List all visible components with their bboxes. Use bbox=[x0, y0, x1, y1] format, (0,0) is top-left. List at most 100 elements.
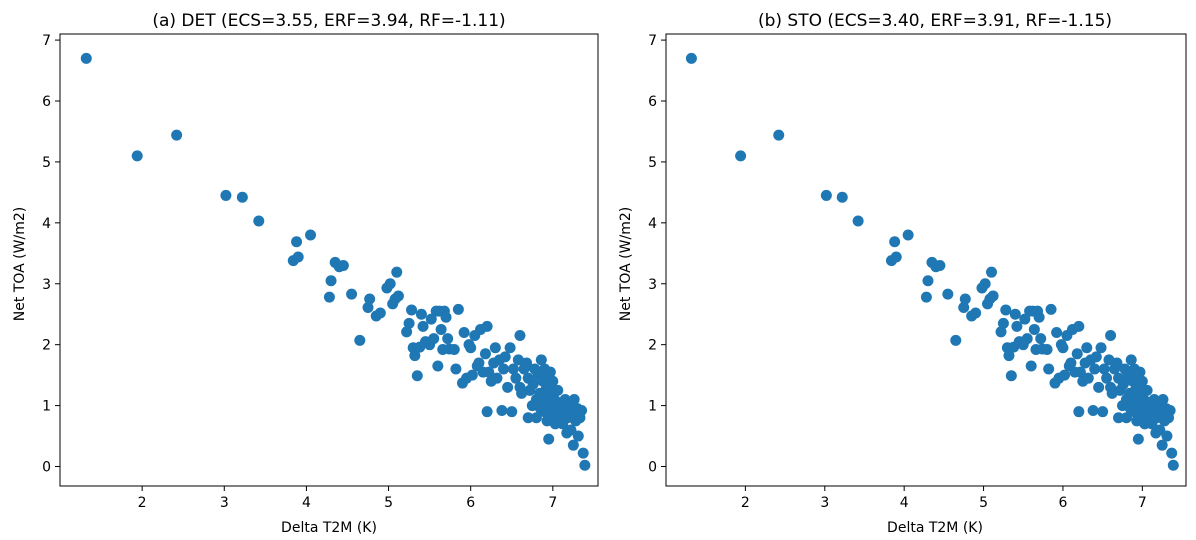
scatter-point bbox=[432, 360, 444, 372]
scatter-point bbox=[1082, 372, 1094, 384]
scatter-point bbox=[1041, 344, 1053, 356]
y-tick-label: 6 bbox=[42, 94, 51, 110]
scatter-point bbox=[997, 317, 1009, 329]
scatter-point bbox=[1035, 333, 1047, 345]
scatter-point bbox=[425, 313, 437, 325]
scatter-point bbox=[987, 290, 999, 302]
scatter-point bbox=[442, 333, 454, 345]
scatter-point bbox=[902, 229, 914, 241]
x-tick-label: 3 bbox=[220, 495, 229, 511]
x-tick-label: 5 bbox=[384, 495, 393, 511]
scatter-point bbox=[491, 372, 503, 384]
scatter-point bbox=[448, 344, 460, 356]
scatter-point bbox=[466, 369, 478, 381]
scatter-point bbox=[1132, 433, 1144, 445]
scatter-point bbox=[391, 266, 403, 278]
scatter-point bbox=[362, 302, 374, 314]
scatter-point bbox=[337, 259, 349, 271]
scatter-point bbox=[568, 393, 580, 405]
scatter-point bbox=[1164, 404, 1176, 416]
scatter-point bbox=[483, 366, 495, 378]
scatter-point bbox=[1071, 348, 1083, 360]
scatter-point bbox=[1081, 342, 1093, 354]
scatter-point bbox=[496, 404, 508, 416]
scatter-point bbox=[1097, 406, 1109, 418]
chart-panel-b: (b) STO (ECS=3.40, ERF=3.91, RF=-1.15) D… bbox=[618, 11, 1187, 536]
scatter-point bbox=[1051, 326, 1063, 338]
scatter-point bbox=[323, 291, 335, 303]
scatter-point bbox=[1167, 459, 1179, 471]
scatter-point bbox=[820, 189, 832, 201]
scatter-point bbox=[1073, 406, 1085, 418]
scatter-point bbox=[1101, 372, 1113, 384]
x-tick-label: 6 bbox=[466, 495, 475, 511]
scatter-point bbox=[950, 334, 962, 346]
x-tick-label: 5 bbox=[979, 495, 988, 511]
scatter-point bbox=[567, 439, 579, 451]
scatter-point bbox=[499, 351, 511, 363]
scatter-point bbox=[942, 288, 954, 300]
scatter-point bbox=[171, 129, 183, 141]
scatter-point bbox=[1065, 357, 1077, 369]
y-axis-label: Net TOA (W/m2) bbox=[12, 207, 28, 321]
scatter-point bbox=[80, 52, 92, 64]
scatter-point bbox=[1156, 439, 1168, 451]
scatter-point bbox=[1136, 375, 1148, 387]
scatter-point bbox=[1166, 447, 1178, 459]
scatter-point bbox=[579, 459, 591, 471]
scatter-point bbox=[1028, 323, 1040, 335]
scatter-point bbox=[1134, 366, 1146, 378]
scatter-point bbox=[504, 342, 516, 354]
scatter-point bbox=[428, 333, 440, 345]
y-tick-label: 5 bbox=[648, 155, 657, 171]
scatter-point bbox=[1033, 311, 1045, 323]
scatter-point bbox=[506, 406, 518, 418]
y-tick-group: 0 1 2 3 4 5 6 7 bbox=[42, 33, 60, 476]
scatter-point bbox=[934, 259, 946, 271]
y-tick-label: 2 bbox=[648, 338, 657, 354]
scatter-point bbox=[1141, 384, 1153, 396]
scatter-point bbox=[489, 342, 501, 354]
scatter-point bbox=[481, 406, 493, 418]
scatter-point bbox=[364, 293, 376, 305]
x-tick-group: 2 3 4 5 6 7 bbox=[138, 486, 557, 511]
scatter-point bbox=[403, 317, 415, 329]
scatter-point bbox=[565, 424, 577, 436]
scatter-point bbox=[514, 330, 526, 342]
scatter-point bbox=[735, 150, 747, 162]
y-tick-label: 2 bbox=[42, 338, 51, 354]
scatter-point bbox=[401, 326, 413, 338]
scatter-point bbox=[465, 342, 477, 354]
scatter-point bbox=[522, 412, 534, 424]
y-tick-group: 0 1 2 3 4 5 6 7 bbox=[648, 33, 666, 476]
scatter-point bbox=[685, 52, 697, 64]
scatter-point bbox=[473, 357, 485, 369]
scatter-points bbox=[685, 52, 1179, 471]
x-tick-group: 2 3 4 5 6 7 bbox=[741, 486, 1147, 511]
y-tick-label: 1 bbox=[42, 399, 51, 415]
y-tick-label: 7 bbox=[648, 33, 657, 49]
scatter-point bbox=[406, 304, 418, 316]
scatter-point bbox=[773, 129, 785, 141]
scatter-point bbox=[547, 375, 559, 387]
scatter-point bbox=[543, 433, 555, 445]
scatter-point bbox=[1057, 342, 1069, 354]
scatter-point bbox=[481, 320, 493, 332]
y-tick-label: 3 bbox=[42, 277, 51, 293]
y-tick-label: 6 bbox=[648, 94, 657, 110]
scatter-point bbox=[1113, 412, 1125, 424]
scatter-point bbox=[325, 275, 337, 287]
scatter-point bbox=[384, 278, 396, 290]
scatter-point bbox=[535, 354, 547, 366]
scatter-point bbox=[450, 363, 462, 375]
scatter-point bbox=[1005, 370, 1017, 382]
y-axis-label: Net TOA (W/m2) bbox=[618, 207, 634, 321]
scatter-point bbox=[1098, 363, 1110, 375]
scatter-point bbox=[544, 366, 556, 378]
scatter-point bbox=[521, 357, 533, 369]
scatter-point bbox=[291, 236, 303, 248]
scatter-point bbox=[346, 288, 358, 300]
scatter-point bbox=[1073, 320, 1085, 332]
scatter-points bbox=[80, 52, 591, 471]
scatter-point bbox=[1000, 304, 1012, 316]
